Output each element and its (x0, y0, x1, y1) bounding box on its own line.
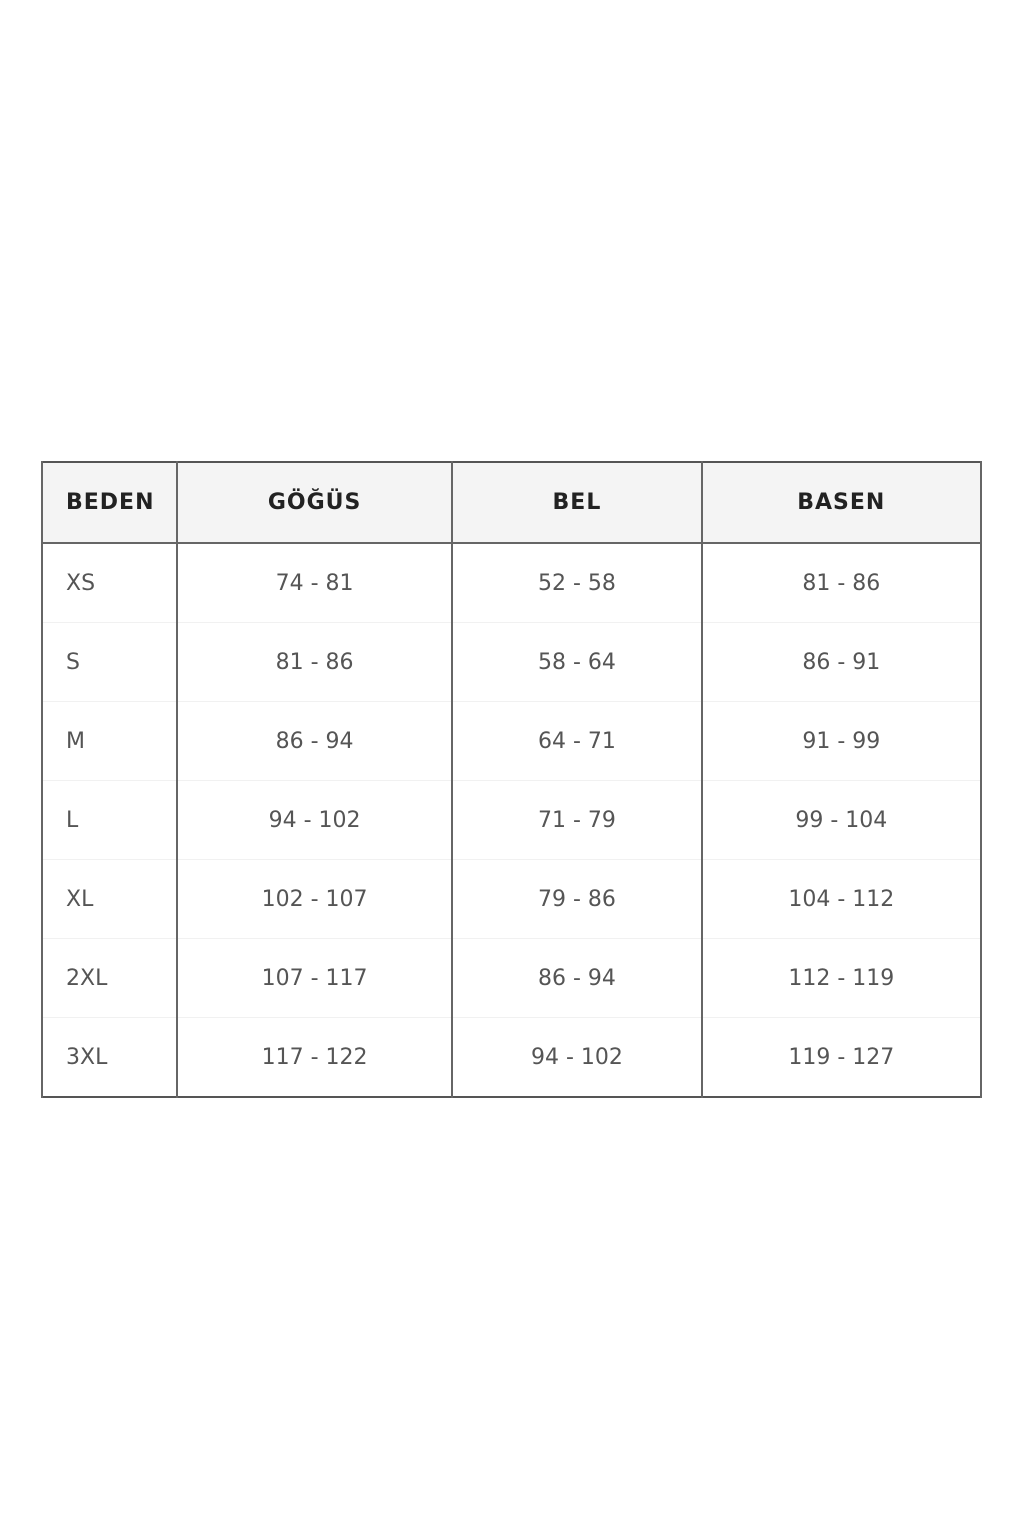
hip-cell: 86 - 91 (700, 622, 983, 702)
chest-cell: 107 - 117 (175, 938, 454, 1018)
table-row: 3XL 117 - 122 94 - 102 119 - 127 (41, 1017, 983, 1097)
size-cell: M (41, 701, 178, 781)
table-row: XS 74 - 81 52 - 58 81 - 86 (41, 543, 983, 623)
chest-cell: 117 - 122 (175, 1017, 454, 1097)
size-cell: 2XL (41, 938, 178, 1018)
chest-cell: 86 - 94 (175, 701, 454, 781)
size-cell: L (41, 780, 178, 860)
chest-cell: 102 - 107 (175, 859, 454, 939)
table-row: 2XL 107 - 117 86 - 94 112 - 119 (41, 938, 983, 1018)
header-size: BEDEN (41, 462, 178, 544)
hip-cell: 91 - 99 (700, 701, 983, 781)
table-row: L 94 - 102 71 - 79 99 - 104 (41, 780, 983, 860)
header-row: BEDEN GÖĞÜS BEL BASEN (41, 462, 983, 544)
table-row: XL 102 - 107 79 - 86 104 - 112 (41, 859, 983, 939)
waist-cell: 71 - 79 (451, 780, 703, 860)
size-cell: XS (41, 543, 178, 623)
header-waist: BEL (451, 462, 703, 544)
header-chest: GÖĞÜS (175, 462, 454, 544)
chest-cell: 74 - 81 (175, 543, 454, 623)
hip-cell: 81 - 86 (700, 543, 983, 623)
table-row: S 81 - 86 58 - 64 86 - 91 (41, 622, 983, 702)
hip-cell: 119 - 127 (700, 1017, 983, 1097)
waist-cell: 58 - 64 (451, 622, 703, 702)
chest-cell: 94 - 102 (175, 780, 454, 860)
size-chart-table: BEDEN GÖĞÜS BEL BASEN XS 74 - 81 52 - 58 81… (41, 461, 983, 1098)
size-cell: S (41, 622, 178, 702)
hip-cell: 112 - 119 (700, 938, 983, 1018)
hip-cell: 104 - 112 (700, 859, 983, 939)
table-row: M 86 - 94 64 - 71 91 - 99 (41, 701, 983, 781)
size-cell: XL (41, 859, 178, 939)
header-hip: BASEN (700, 462, 983, 544)
table-body: XS 74 - 81 52 - 58 81 - 86 S 81 - 86 58 - 64 86… (41, 543, 983, 1097)
waist-cell: 64 - 71 (451, 701, 703, 781)
size-cell: 3XL (41, 1017, 178, 1097)
waist-cell: 52 - 58 (451, 543, 703, 623)
hip-cell: 99 - 104 (700, 780, 983, 860)
chest-cell: 81 - 86 (175, 622, 454, 702)
waist-cell: 94 - 102 (451, 1017, 703, 1097)
waist-cell: 79 - 86 (451, 859, 703, 939)
waist-cell: 86 - 94 (451, 938, 703, 1018)
